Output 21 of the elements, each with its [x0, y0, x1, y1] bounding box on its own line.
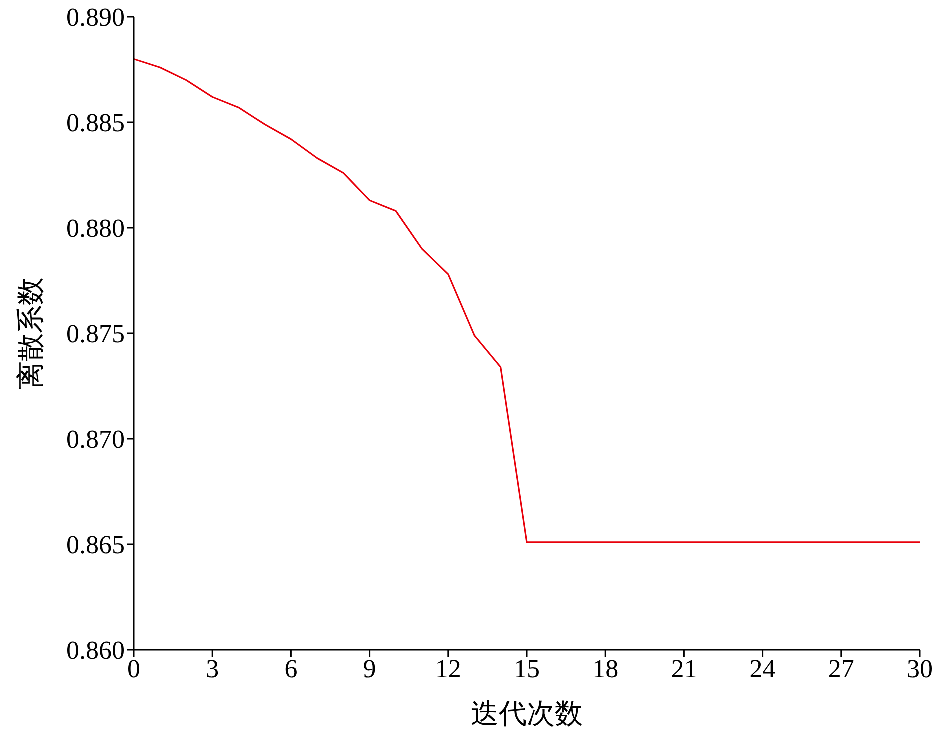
x-tick-label: 21 [671, 654, 698, 684]
x-tick-label: 12 [435, 654, 462, 684]
x-tick-label: 6 [284, 654, 298, 684]
y-tick-label: 0.880 [66, 214, 125, 244]
x-axis-title: 迭代次数 [471, 699, 583, 730]
x-tick-label: 3 [206, 654, 220, 684]
y-axis-title: 离散系数 [16, 278, 47, 390]
y-tick-label: 0.870 [66, 425, 125, 454]
x-tick-label: 18 [592, 654, 619, 684]
y-tick-label: 0.885 [66, 108, 125, 138]
y-tick-label: 0.875 [66, 320, 125, 349]
x-tick-label: 0 [128, 654, 140, 684]
x-tick-label: 24 [750, 654, 776, 684]
y-tick-label: 0.860 [66, 636, 125, 666]
y-tick-label: 0.890 [66, 3, 125, 32]
x-tick-label: 27 [828, 654, 854, 684]
x-tick-label: 30 [907, 654, 933, 684]
line-series [134, 58, 920, 544]
x-tick-label: 9 [363, 654, 376, 684]
y-tick-label: 0.865 [66, 530, 125, 560]
x-tick-label: 15 [514, 654, 540, 684]
